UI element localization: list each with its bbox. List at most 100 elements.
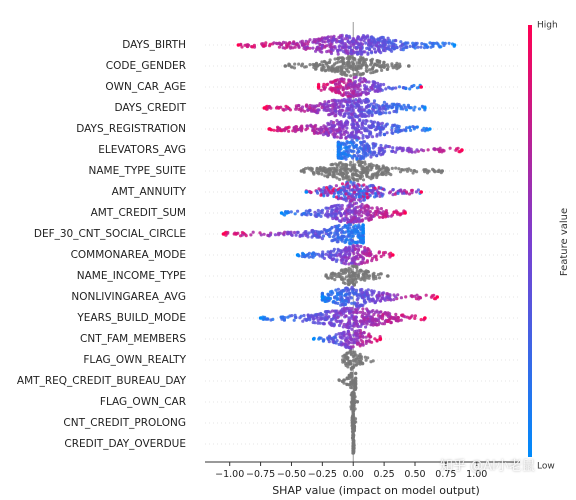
shap-point bbox=[359, 112, 364, 116]
shap-point bbox=[310, 255, 314, 259]
shap-point bbox=[390, 128, 394, 132]
shap-point bbox=[342, 50, 346, 54]
shap-point bbox=[339, 272, 343, 276]
shap-point bbox=[359, 131, 363, 135]
shap-point bbox=[392, 210, 396, 214]
shap-point bbox=[319, 214, 323, 218]
shap-point bbox=[390, 102, 394, 106]
shap-point bbox=[355, 400, 359, 404]
feature-labels: DAYS_BIRTH CODE_GENDER OWN_CAR_AGE DAYS_CRE… bbox=[17, 39, 187, 450]
shap-point bbox=[319, 88, 323, 92]
shap-point bbox=[358, 42, 362, 46]
shap-point bbox=[361, 310, 365, 314]
shap-point bbox=[352, 89, 356, 93]
shap-point bbox=[401, 48, 405, 52]
shap-point bbox=[337, 99, 341, 103]
shap-point bbox=[347, 252, 352, 256]
shap-point bbox=[370, 289, 374, 293]
shap-point bbox=[388, 111, 392, 115]
shap-point bbox=[334, 341, 338, 345]
shap-point bbox=[358, 234, 362, 238]
shap-point bbox=[319, 125, 323, 130]
shap-point bbox=[366, 247, 370, 251]
shap-point bbox=[391, 146, 395, 150]
shap-point bbox=[326, 337, 330, 341]
shap-point bbox=[336, 142, 340, 146]
shap-point bbox=[365, 260, 369, 264]
shap-point bbox=[308, 208, 312, 213]
shap-point bbox=[341, 289, 345, 293]
shap-point bbox=[380, 107, 385, 111]
shap-point bbox=[344, 255, 348, 260]
shap-point bbox=[284, 104, 288, 108]
feature-label: AMT_CREDIT_SUM bbox=[91, 207, 186, 219]
shap-point bbox=[320, 208, 325, 212]
shap-point bbox=[323, 213, 327, 217]
shap-point bbox=[350, 313, 354, 318]
shap-point bbox=[244, 234, 248, 238]
shap-point bbox=[367, 339, 371, 343]
shap-point bbox=[378, 131, 382, 135]
feature-row-points bbox=[320, 285, 440, 308]
shap-point bbox=[393, 47, 397, 51]
shap-point bbox=[292, 66, 297, 70]
shap-point bbox=[348, 61, 352, 65]
colorbar-title: Feature value bbox=[559, 208, 570, 276]
shap-point bbox=[344, 314, 348, 318]
shap-point bbox=[332, 274, 336, 278]
shap-point bbox=[290, 314, 294, 318]
shap-point bbox=[358, 140, 363, 144]
shap-point bbox=[342, 234, 346, 239]
shap-point bbox=[363, 50, 367, 54]
shap-outlier-point bbox=[324, 274, 328, 278]
shap-point bbox=[334, 184, 338, 188]
shap-outlier-point bbox=[419, 190, 424, 194]
shap-point bbox=[382, 82, 386, 87]
feature-row-points bbox=[341, 349, 375, 371]
shap-point bbox=[334, 109, 338, 113]
shap-point bbox=[371, 297, 375, 301]
shap-point bbox=[345, 68, 349, 73]
shap-point bbox=[276, 129, 280, 133]
shap-point bbox=[349, 231, 354, 235]
shap-point bbox=[404, 86, 408, 91]
shap-point bbox=[366, 129, 370, 133]
shap-point bbox=[310, 124, 314, 129]
shap-outlier-point bbox=[391, 253, 395, 257]
shap-point bbox=[357, 35, 361, 39]
shap-point bbox=[381, 103, 385, 107]
shap-point bbox=[368, 299, 372, 303]
shap-point bbox=[343, 114, 347, 118]
shap-point bbox=[361, 56, 365, 60]
shap-point bbox=[272, 128, 276, 132]
shap-point bbox=[364, 100, 368, 104]
shap-outlier-point bbox=[320, 295, 325, 299]
shap-point bbox=[339, 295, 343, 299]
shap-point bbox=[341, 354, 345, 358]
shap-point bbox=[322, 256, 326, 260]
shap-point bbox=[356, 160, 360, 164]
shap-point bbox=[371, 191, 375, 195]
shap-point bbox=[335, 172, 340, 176]
shap-point bbox=[336, 148, 341, 152]
shap-point bbox=[413, 150, 417, 154]
shap-point bbox=[352, 450, 356, 454]
shap-point bbox=[345, 56, 349, 61]
shap-point bbox=[324, 312, 329, 316]
shap-point bbox=[350, 210, 354, 214]
shap-point bbox=[330, 87, 335, 92]
shap-point bbox=[356, 296, 360, 300]
shap-point bbox=[392, 42, 396, 46]
shap-point bbox=[361, 251, 365, 255]
shap-point bbox=[350, 341, 354, 345]
shap-point bbox=[341, 87, 345, 91]
beeswarm-points bbox=[221, 33, 464, 455]
feature-row-points bbox=[295, 244, 395, 266]
shap-point bbox=[339, 236, 343, 240]
shap-point bbox=[359, 99, 363, 103]
shap-point bbox=[323, 191, 327, 195]
shap-point bbox=[348, 97, 352, 101]
shap-point bbox=[363, 77, 367, 81]
shap-point bbox=[358, 46, 362, 50]
shap-point bbox=[355, 324, 359, 328]
